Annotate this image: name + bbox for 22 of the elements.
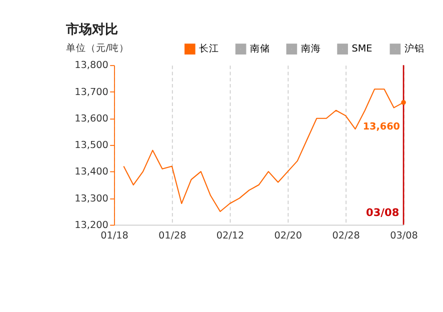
x-tick-label: 01/18 <box>100 230 128 242</box>
x-tick-label: 02/28 <box>332 230 360 242</box>
legend-label: 南储 <box>250 42 270 55</box>
y-tick-label: 13,600 <box>74 113 108 124</box>
annotation: 13,660 <box>362 122 400 133</box>
y-tick-label: 13,400 <box>74 166 108 178</box>
ref-line-label: 03/08 <box>366 207 400 220</box>
legend-label: 南海 <box>300 42 321 55</box>
legend-label: SME <box>352 44 372 55</box>
y-tick-label: 13,200 <box>74 220 108 231</box>
legend-label: 沪铝 <box>404 42 424 55</box>
legend-label: 长江 <box>199 42 220 55</box>
x-tick-label: 02/20 <box>274 230 302 242</box>
y-tick-label: 13,300 <box>74 193 108 204</box>
chart-title: 市场对比 <box>64 22 118 38</box>
y-tick-label: 13,500 <box>74 140 108 152</box>
y-tick-label: 13,800 <box>74 60 108 72</box>
y-axis-title: 单位（元/吨） <box>66 42 130 54</box>
x-tick-label: 02/12 <box>216 230 244 242</box>
x-tick-label: 01/28 <box>158 230 186 242</box>
y-tick-label: 13,700 <box>74 86 108 98</box>
x-tick-label: 03/08 <box>390 230 418 242</box>
